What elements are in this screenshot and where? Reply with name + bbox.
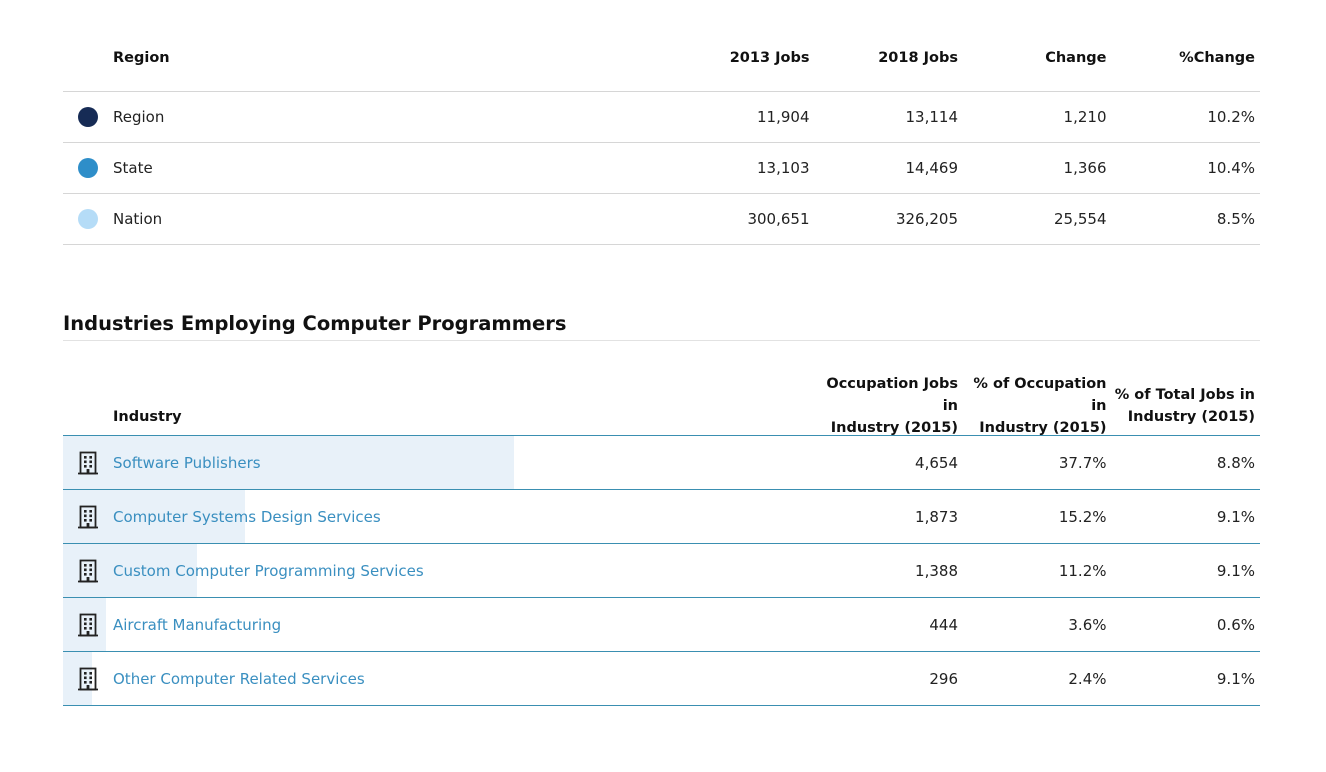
pct-total-jobs: 9.1%: [1216, 669, 1255, 688]
header-industry[interactable]: Industry: [113, 408, 182, 425]
jobs-change: 1,210: [1063, 108, 1107, 126]
share-bar: [63, 436, 514, 489]
jobs-2013: 13,103: [757, 159, 810, 177]
building-icon: [78, 613, 98, 637]
industry-link[interactable]: Software Publishers: [113, 453, 261, 472]
region-table: Region 2013 Jobs 2018 Jobs Change %Chang…: [63, 0, 1260, 245]
header-pct-occupation[interactable]: % of Occupation in Industry (2015): [973, 375, 1107, 436]
jobs-2013: 300,651: [747, 210, 810, 228]
pct-total-jobs: 9.1%: [1216, 507, 1255, 526]
industry-link[interactable]: Other Computer Related Services: [113, 669, 365, 688]
industry-link[interactable]: Computer Systems Design Services: [113, 507, 381, 526]
region-row-region: Region 11,904 13,114 1,210 10.2%: [63, 92, 1260, 143]
pct-total-jobs: 9.1%: [1216, 561, 1255, 580]
occupation-jobs: 1,388: [915, 561, 958, 580]
building-icon: [78, 667, 98, 691]
jobs-2018: 326,205: [895, 210, 958, 228]
header-pct-change[interactable]: %Change: [1179, 50, 1255, 66]
industry-row: Software Publishers 4,654 37.7% 8.8%: [63, 436, 1260, 490]
industry-row: Computer Systems Design Services 1,873 1…: [63, 490, 1260, 544]
industry-row: Aircraft Manufacturing 444 3.6% 0.6%: [63, 598, 1260, 652]
state-color-dot: [78, 158, 98, 178]
header-occupation-jobs[interactable]: Occupation Jobs in Industry (2015): [826, 375, 958, 436]
pct-occupation: 3.6%: [1068, 615, 1107, 634]
jobs-pct-change: 8.5%: [1216, 210, 1255, 228]
region-label: Region: [113, 108, 165, 126]
nation-color-dot: [78, 209, 98, 229]
pct-total-jobs: 8.8%: [1216, 453, 1255, 472]
industries-table-header: Industry Occupation Jobs in Industry (20…: [63, 376, 1260, 436]
pct-occupation: 11.2%: [1058, 561, 1107, 580]
region-color-dot: [78, 107, 98, 127]
jobs-change: 1,366: [1063, 159, 1107, 177]
region-label: State: [113, 159, 153, 177]
jobs-pct-change: 10.4%: [1207, 159, 1255, 177]
pct-occupation: 15.2%: [1058, 507, 1107, 526]
header-change[interactable]: Change: [1045, 50, 1107, 66]
industry-link[interactable]: Custom Computer Programming Services: [113, 561, 424, 580]
jobs-2013: 11,904: [757, 108, 810, 126]
industry-row: Other Computer Related Services 296 2.4%…: [63, 652, 1260, 706]
industries-table: Industry Occupation Jobs in Industry (20…: [63, 376, 1260, 706]
region-label: Nation: [113, 210, 163, 228]
jobs-change: 25,554: [1054, 210, 1107, 228]
share-bar: [63, 652, 92, 705]
header-pct-total-jobs[interactable]: % of Total Jobs in Industry (2015): [1114, 386, 1255, 425]
jobs-2018: 14,469: [905, 159, 959, 177]
region-row-nation: Nation 300,651 326,205 25,554 8.5%: [63, 194, 1260, 245]
header-2018-jobs[interactable]: 2018 Jobs: [878, 50, 958, 66]
header-region[interactable]: Region: [113, 50, 170, 66]
occupation-jobs: 444: [929, 615, 958, 634]
page-content: Region 2013 Jobs 2018 Jobs Change %Chang…: [63, 0, 1260, 706]
section-title: Industries Employing Computer Programmer…: [63, 312, 1260, 341]
building-icon: [78, 451, 98, 475]
pct-total-jobs: 0.6%: [1216, 615, 1255, 634]
jobs-2018: 13,114: [905, 108, 959, 126]
occupation-jobs: 296: [929, 669, 958, 688]
pct-occupation: 2.4%: [1068, 669, 1107, 688]
header-2013-jobs[interactable]: 2013 Jobs: [729, 50, 810, 66]
region-row-state: State 13,103 14,469 1,366 10.4%: [63, 143, 1260, 194]
region-table-header: Region 2013 Jobs 2018 Jobs Change %Chang…: [63, 0, 1260, 92]
occupation-jobs: 4,654: [915, 453, 958, 472]
building-icon: [78, 505, 98, 529]
industry-row: Custom Computer Programming Services 1,3…: [63, 544, 1260, 598]
building-icon: [78, 559, 98, 583]
industry-link[interactable]: Aircraft Manufacturing: [113, 615, 282, 634]
jobs-pct-change: 10.2%: [1207, 108, 1255, 126]
occupation-jobs: 1,873: [915, 507, 958, 526]
share-bar: [63, 490, 245, 543]
pct-occupation: 37.7%: [1058, 453, 1107, 472]
